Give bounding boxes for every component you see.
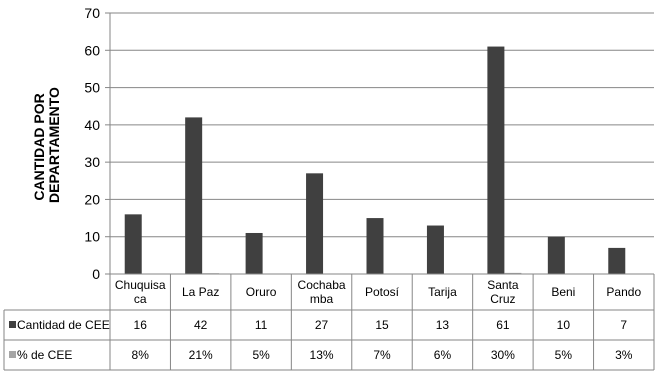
bar-cantidad-8 xyxy=(608,247,626,274)
bar-cantidad-6 xyxy=(487,46,505,274)
data-label: 21% xyxy=(189,348,213,362)
data-label: 7% xyxy=(373,348,391,362)
data-label: 16 xyxy=(134,318,148,332)
category-label: Oruro xyxy=(246,285,277,299)
category-label-line: mba xyxy=(310,292,334,306)
category-label-line: La Paz xyxy=(182,285,219,299)
data-label: 5% xyxy=(555,348,573,362)
data-label: 30% xyxy=(491,348,515,362)
y-tick-label: 20 xyxy=(84,191,100,207)
data-label: 15 xyxy=(375,318,389,332)
y-tick-label: 30 xyxy=(84,154,100,170)
y-tick-label: 10 xyxy=(84,229,100,245)
data-label: 61 xyxy=(496,318,510,332)
data-label: 7 xyxy=(620,318,627,332)
category-label-line: ca xyxy=(134,292,147,306)
data-label: 3% xyxy=(615,348,633,362)
data-label: 13% xyxy=(310,348,334,362)
category-label: Chuquisa ca xyxy=(115,278,166,306)
data-label: 10 xyxy=(557,318,571,332)
data-label: 8% xyxy=(132,348,150,362)
category-label: Beni xyxy=(551,285,575,299)
y-tick-label: 70 xyxy=(84,5,100,21)
y-tick-label: 60 xyxy=(84,42,100,58)
legend-key-1 xyxy=(9,351,16,358)
bar-cantidad-0 xyxy=(124,214,142,274)
category-label-line: Santa xyxy=(487,278,519,292)
bar-cantidad-5 xyxy=(426,225,444,274)
category-label-line: Chuquisa xyxy=(115,278,166,292)
data-label: 5% xyxy=(252,348,270,362)
category-label-line: Tarija xyxy=(428,285,457,299)
bar-porcentaje-6 xyxy=(504,272,522,274)
category-label: La Paz xyxy=(182,285,219,299)
y-axis-label: CANTIDAD POR DEPARTAMENTO xyxy=(31,87,62,203)
category-label-line: Cruz xyxy=(490,292,515,306)
y-tick-label: 40 xyxy=(84,117,100,133)
category-label-line: Beni xyxy=(551,285,575,299)
bar-cantidad-4 xyxy=(366,218,384,274)
category-label: Santa Cruz xyxy=(487,278,519,306)
bars xyxy=(124,46,643,275)
category-label-line: Cochaba xyxy=(298,278,346,292)
y-tick-label: 0 xyxy=(92,266,100,282)
y-axis-label-line-2: DEPARTAMENTO xyxy=(46,87,62,203)
y-tick-label: 50 xyxy=(84,80,100,96)
category-label-line: Pando xyxy=(606,285,641,299)
category-label: Cochaba mba xyxy=(298,278,346,306)
data-label: 42 xyxy=(194,318,208,332)
data-table: Chuquisa ca La Paz Oruro Cochaba mba Potosí Tar… xyxy=(3,273,655,371)
data-label: 27 xyxy=(315,318,329,332)
bar-cantidad-1 xyxy=(185,117,203,275)
category-label: Pando xyxy=(606,285,641,299)
series-label: % de CEE xyxy=(17,348,72,362)
y-axis: 0 10 20 30 40 50 60 70 xyxy=(84,5,111,282)
data-label: 11 xyxy=(255,318,268,332)
bar-cantidad-7 xyxy=(547,236,565,274)
bar-cantidad-2 xyxy=(245,232,263,274)
series-label: Cantidad de CEE xyxy=(17,318,110,332)
bar-cantidad-3 xyxy=(306,173,324,274)
category-label-line: Oruro xyxy=(246,285,277,299)
data-label: 6% xyxy=(434,348,452,362)
data-label: 13 xyxy=(436,318,450,332)
category-label: Potosí xyxy=(365,285,400,299)
legend-key-0 xyxy=(9,321,16,328)
y-axis-label-line-1: CANTIDAD POR xyxy=(31,93,47,200)
category-label-line: Potosí xyxy=(365,285,400,299)
category-label: Tarija xyxy=(428,285,457,299)
